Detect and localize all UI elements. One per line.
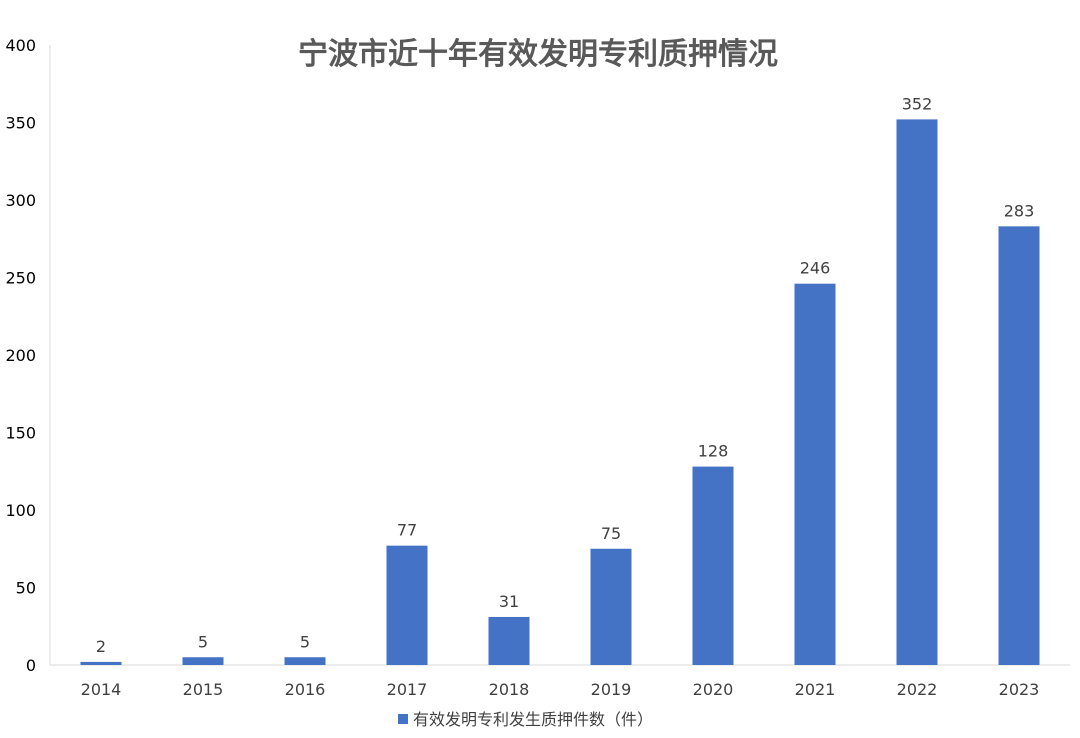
bar [284,657,326,665]
bar [590,548,632,665]
y-tick-label: 150 [5,424,36,443]
data-labels: 2 5 5 77 31 75 128 246 352 283 [96,94,1034,656]
x-tick-label: 2017 [387,680,428,699]
y-tick-label: 50 [16,579,36,598]
bar [998,226,1040,665]
data-label: 128 [698,442,729,461]
legend: 有效发明专利发生质押件数（件） [398,710,653,729]
legend-label: 有效发明专利发生质押件数（件） [413,710,653,729]
data-label: 31 [499,592,519,611]
y-tick-label: 0 [26,656,36,675]
x-tick-label: 2020 [693,680,734,699]
y-tick-label: 350 [5,114,36,133]
bar [182,657,224,665]
y-tick-label: 250 [5,269,36,288]
data-label: 283 [1004,201,1035,220]
bar [896,119,938,665]
y-tick-label: 200 [5,346,36,365]
data-label: 77 [397,521,417,540]
y-tick-label: 100 [5,501,36,520]
y-axis-ticks: 0 50 100 150 200 250 300 350 400 [5,36,36,675]
data-label: 352 [902,94,933,113]
bar-series [80,119,1040,665]
x-tick-label: 2015 [183,680,224,699]
y-tick-label: 300 [5,191,36,210]
bar [80,661,122,665]
bar [794,283,836,665]
x-tick-label: 2014 [81,680,122,699]
data-label: 246 [800,259,831,278]
data-label: 2 [96,637,106,656]
x-tick-label: 2016 [285,680,326,699]
x-tick-label: 2022 [897,680,938,699]
x-tick-label: 2023 [999,680,1040,699]
x-tick-label: 2021 [795,680,836,699]
x-tick-label: 2018 [489,680,530,699]
legend-swatch [398,714,408,724]
bar [488,616,530,665]
chart-title: 宁波市近十年有效发明专利质押情况 [298,37,778,72]
y-tick-label: 400 [5,36,36,55]
bar [386,545,428,665]
data-label: 5 [300,632,310,651]
x-axis-ticks: 2014 2015 2016 2017 2018 2019 2020 2021 2022 2023 [81,680,1040,699]
x-tick-label: 2019 [591,680,632,699]
bar [692,466,734,665]
data-label: 75 [601,524,621,543]
data-label: 5 [198,632,208,651]
